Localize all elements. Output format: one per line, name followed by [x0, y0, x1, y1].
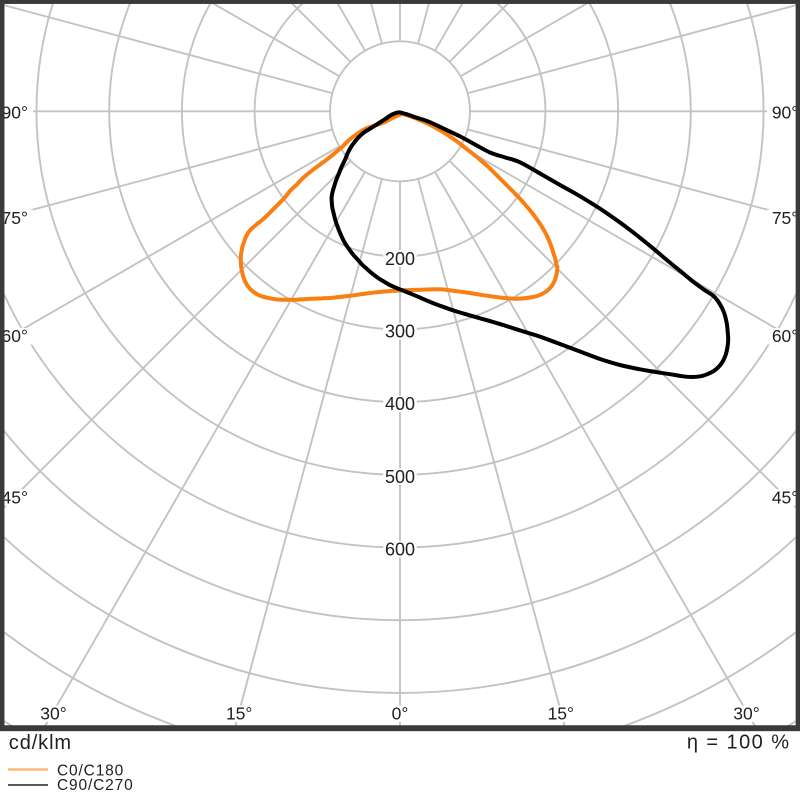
svg-text:cd/klm: cd/klm [9, 732, 72, 754]
svg-text:75°: 75° [772, 208, 798, 228]
svg-text:15°: 15° [548, 704, 574, 724]
svg-text:45°: 45° [2, 488, 28, 508]
svg-text:C90/C270: C90/C270 [57, 777, 134, 794]
svg-text:500: 500 [385, 467, 415, 487]
svg-text:η = 100 %: η = 100 % [687, 732, 791, 754]
svg-text:60°: 60° [772, 326, 798, 346]
svg-text:90°: 90° [772, 103, 798, 123]
svg-text:30°: 30° [40, 704, 66, 724]
svg-text:200: 200 [385, 249, 415, 269]
svg-text:45°: 45° [772, 488, 798, 508]
svg-text:30°: 30° [733, 704, 759, 724]
svg-text:60°: 60° [2, 326, 28, 346]
svg-text:C0/C180: C0/C180 [57, 763, 124, 780]
svg-text:90°: 90° [2, 103, 28, 123]
svg-text:400: 400 [385, 394, 415, 414]
svg-text:75°: 75° [2, 208, 28, 228]
svg-text:15°: 15° [226, 704, 252, 724]
svg-text:600: 600 [385, 540, 415, 560]
svg-text:300: 300 [385, 322, 415, 342]
svg-text:0°: 0° [392, 704, 409, 724]
